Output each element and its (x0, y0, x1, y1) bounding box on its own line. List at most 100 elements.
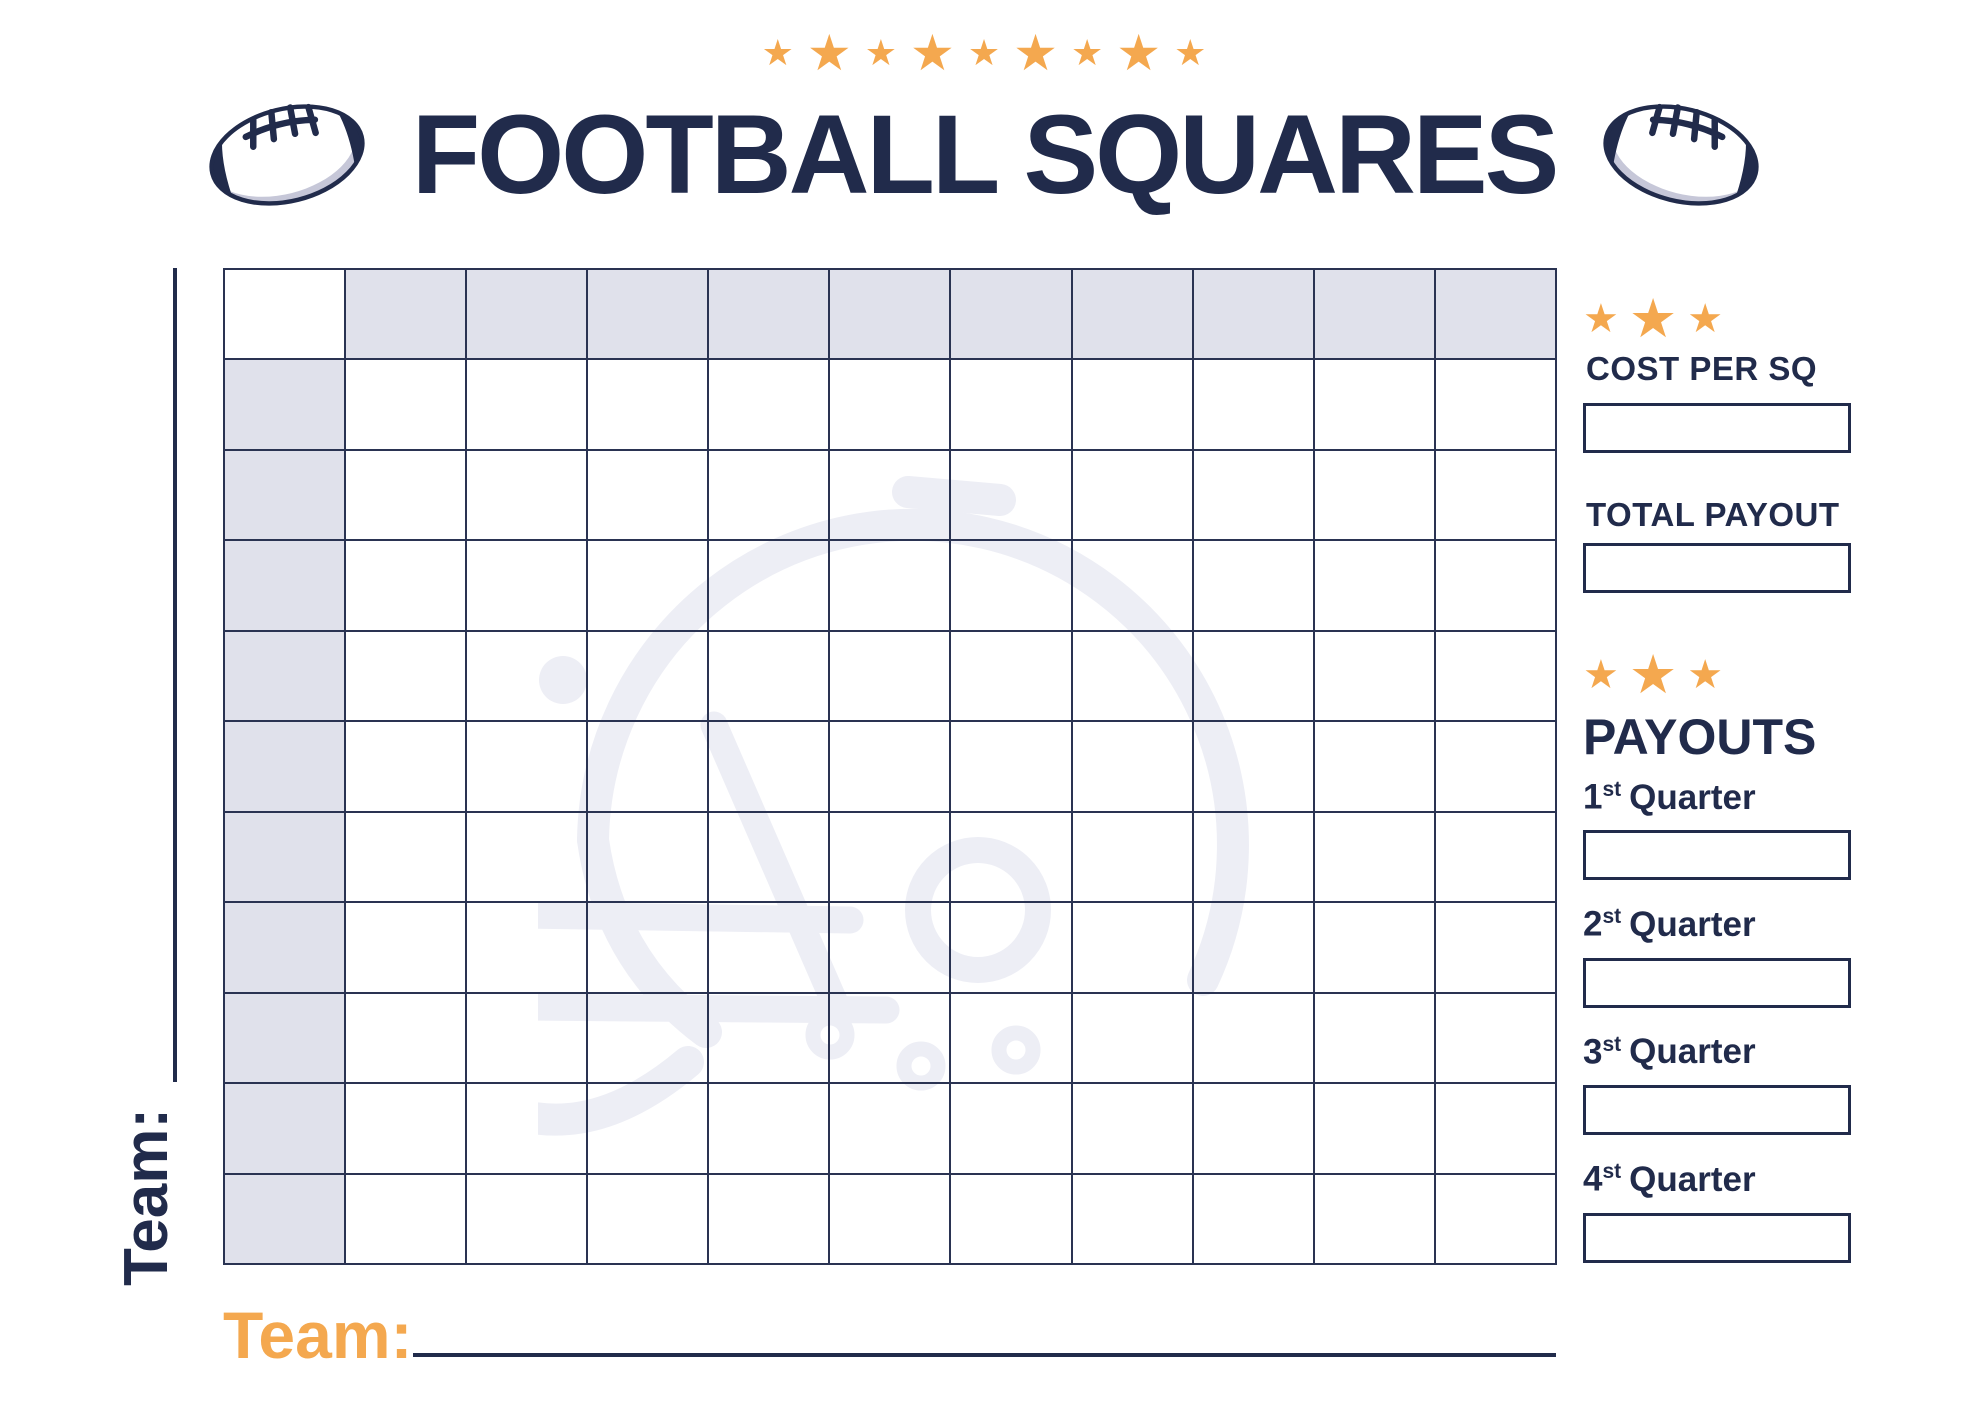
grid-cell[interactable] (828, 629, 952, 723)
grid-header-cell[interactable] (222, 1082, 347, 1175)
grid-cell[interactable] (344, 991, 468, 1085)
grid-cell[interactable] (586, 629, 710, 723)
grid-cell[interactable] (344, 358, 468, 451)
grid-cell[interactable] (1433, 358, 1558, 451)
grid-cell[interactable] (465, 629, 589, 723)
grid-cell[interactable] (828, 901, 952, 994)
grid-cell[interactable] (1312, 1172, 1436, 1266)
grid-cell[interactable] (1070, 720, 1194, 813)
grid-cell[interactable] (344, 810, 468, 904)
grid-header-cell[interactable] (828, 267, 952, 361)
grid-cell[interactable] (344, 448, 468, 542)
grid-cell[interactable] (707, 1082, 831, 1175)
grid-cell[interactable] (465, 720, 589, 813)
grid-header-cell[interactable] (465, 267, 589, 361)
grid-header-cell[interactable] (1070, 267, 1194, 361)
grid-cell[interactable] (949, 1082, 1073, 1175)
grid-cell[interactable] (1070, 448, 1194, 542)
grid-cell[interactable] (707, 1172, 831, 1266)
grid-header-cell[interactable] (707, 267, 831, 361)
grid-cell[interactable] (465, 448, 589, 542)
grid-cell[interactable] (465, 1082, 589, 1175)
grid-cell[interactable] (344, 1172, 468, 1266)
grid-cell[interactable] (828, 991, 952, 1085)
grid-cell[interactable] (586, 901, 710, 994)
grid-cell[interactable] (1070, 901, 1194, 994)
grid-cell[interactable] (1191, 720, 1315, 813)
grid-cell[interactable] (586, 539, 710, 632)
grid-header-cell[interactable] (222, 720, 347, 813)
grid-cell[interactable] (586, 448, 710, 542)
grid-cell[interactable] (949, 991, 1073, 1085)
grid-cell[interactable] (707, 358, 831, 451)
grid-cell[interactable] (1433, 901, 1558, 994)
grid-cell[interactable] (1191, 901, 1315, 994)
quarter-1-payout-input[interactable] (1583, 830, 1851, 881)
grid-cell[interactable] (949, 1172, 1073, 1266)
grid-header-cell[interactable] (222, 629, 347, 723)
grid-cell[interactable] (344, 629, 468, 723)
grid-cell[interactable] (1191, 991, 1315, 1085)
grid-header-cell[interactable] (222, 810, 347, 904)
grid-cell[interactable] (949, 901, 1073, 994)
grid-cell[interactable] (1312, 991, 1436, 1085)
grid-cell[interactable] (1433, 448, 1558, 542)
grid-cell[interactable] (828, 1082, 952, 1175)
grid-cell[interactable] (707, 901, 831, 994)
grid-cell[interactable] (949, 720, 1073, 813)
grid-header-cell[interactable] (344, 267, 468, 361)
grid-cell[interactable] (344, 1082, 468, 1175)
grid-cell[interactable] (707, 629, 831, 723)
grid-cell[interactable] (465, 991, 589, 1085)
grid-cell[interactable] (707, 720, 831, 813)
grid-cell[interactable] (828, 539, 952, 632)
grid-cell[interactable] (1312, 539, 1436, 632)
grid-cell[interactable] (344, 720, 468, 813)
grid-cell[interactable] (949, 539, 1073, 632)
grid-cell[interactable] (1070, 810, 1194, 904)
quarter-2-payout-input[interactable] (1583, 957, 1851, 1008)
grid-cell[interactable] (1070, 358, 1194, 451)
grid-cell[interactable] (828, 448, 952, 542)
grid-cell[interactable] (1191, 539, 1315, 632)
grid-cell[interactable] (1312, 1082, 1436, 1175)
grid-cell[interactable] (465, 539, 589, 632)
grid-cell[interactable] (1191, 629, 1315, 723)
grid-cell[interactable] (1312, 901, 1436, 994)
grid-header-cell[interactable] (222, 539, 347, 632)
grid-cell[interactable] (828, 810, 952, 904)
grid-cell[interactable] (586, 991, 710, 1085)
grid-cell[interactable] (828, 358, 952, 451)
grid-cell[interactable] (1433, 629, 1558, 723)
grid-cell[interactable] (465, 810, 589, 904)
grid-cell[interactable] (1312, 810, 1436, 904)
cost-per-sq-input[interactable] (1583, 403, 1851, 453)
total-payout-input[interactable] (1583, 543, 1851, 593)
grid-cell[interactable] (586, 1172, 710, 1266)
grid-cell[interactable] (1433, 1082, 1558, 1175)
grid-cell[interactable] (949, 629, 1073, 723)
grid-header-cell[interactable] (1191, 267, 1315, 361)
grid-header-cell[interactable] (1312, 267, 1436, 361)
grid-cell[interactable] (949, 358, 1073, 451)
grid-cell[interactable] (828, 1172, 952, 1266)
grid-header-cell[interactable] (586, 267, 710, 361)
grid-cell[interactable] (1312, 448, 1436, 542)
grid-cell[interactable] (586, 810, 710, 904)
grid-cell[interactable] (1191, 810, 1315, 904)
grid-cell[interactable] (707, 539, 831, 632)
grid-cell[interactable] (1433, 1172, 1558, 1266)
grid-cell[interactable] (465, 358, 589, 451)
grid-header-cell[interactable] (222, 358, 347, 451)
grid-header-cell[interactable] (222, 448, 347, 542)
grid-cell[interactable] (828, 720, 952, 813)
grid-cell[interactable] (1070, 991, 1194, 1085)
grid-cell[interactable] (707, 810, 831, 904)
grid-cell[interactable] (1191, 358, 1315, 451)
grid-cell[interactable] (1070, 629, 1194, 723)
grid-cell[interactable] (586, 1082, 710, 1175)
quarter-3-payout-input[interactable] (1583, 1085, 1851, 1136)
grid-cell[interactable] (1070, 539, 1194, 632)
grid-cell[interactable] (586, 720, 710, 813)
grid-header-cell[interactable] (222, 1172, 347, 1266)
